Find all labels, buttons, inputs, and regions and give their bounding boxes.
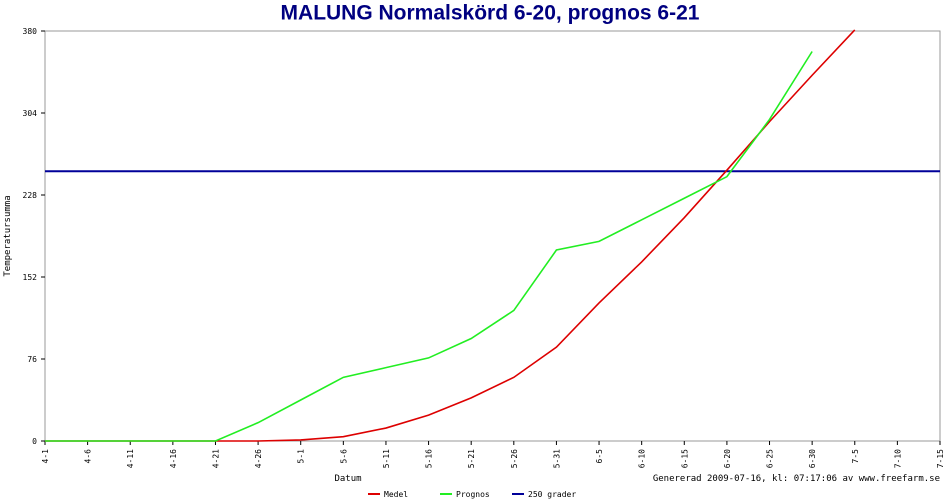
x-tick-label: 6-30 <box>808 449 817 468</box>
legend-label: Medel <box>384 490 408 499</box>
y-tick-label: 0 <box>32 437 37 446</box>
y-tick-label: 228 <box>23 191 38 200</box>
x-tick-label: 5-16 <box>425 449 434 468</box>
x-tick-label: 7-5 <box>851 449 860 464</box>
x-tick-label: 6-20 <box>723 449 732 468</box>
x-tick-label: 7-15 <box>936 449 945 468</box>
y-tick-label: 304 <box>23 109 38 118</box>
x-tick-label: 5-26 <box>510 449 519 468</box>
x-tick-label: 5-1 <box>297 449 306 464</box>
series-line <box>45 29 856 442</box>
y-tick-label: 152 <box>23 273 38 282</box>
x-tick-label: 4-26 <box>254 449 263 468</box>
y-tick-label: 76 <box>27 355 37 364</box>
series-line <box>45 51 813 442</box>
x-tick-label: 6-10 <box>638 449 647 468</box>
y-tick-label: 380 <box>23 27 38 36</box>
chart-title: MALUNG Normalskörd 6-20, prognos 6-21 <box>281 2 700 25</box>
legend-label: 250 grader <box>528 490 576 499</box>
x-tick-label: 5-21 <box>467 449 476 468</box>
x-tick-label: 4-6 <box>84 449 93 464</box>
x-tick-label: 5-11 <box>382 449 391 468</box>
x-tick-label: 7-10 <box>893 449 902 468</box>
x-tick-label: 6-25 <box>766 449 775 468</box>
x-tick-label: 6-5 <box>595 449 604 464</box>
legend-label: Prognos <box>456 490 490 499</box>
x-tick-label: 4-11 <box>126 449 135 468</box>
x-tick-label: 4-16 <box>169 449 178 468</box>
footer: Genererad 2009-07-16, kl: 07:17:06 av ww… <box>653 474 940 484</box>
x-axis-label: Datum <box>334 474 361 484</box>
plot-frame <box>44 30 941 442</box>
x-tick-label: 4-21 <box>211 449 220 468</box>
x-tick-label: 4-1 <box>41 449 50 464</box>
x-tick-label: 5-6 <box>339 449 348 464</box>
y-axis-label: Temperatursumma <box>3 195 13 276</box>
x-tick-label: 6-15 <box>680 449 689 468</box>
x-tick-label: 5-31 <box>552 449 561 468</box>
